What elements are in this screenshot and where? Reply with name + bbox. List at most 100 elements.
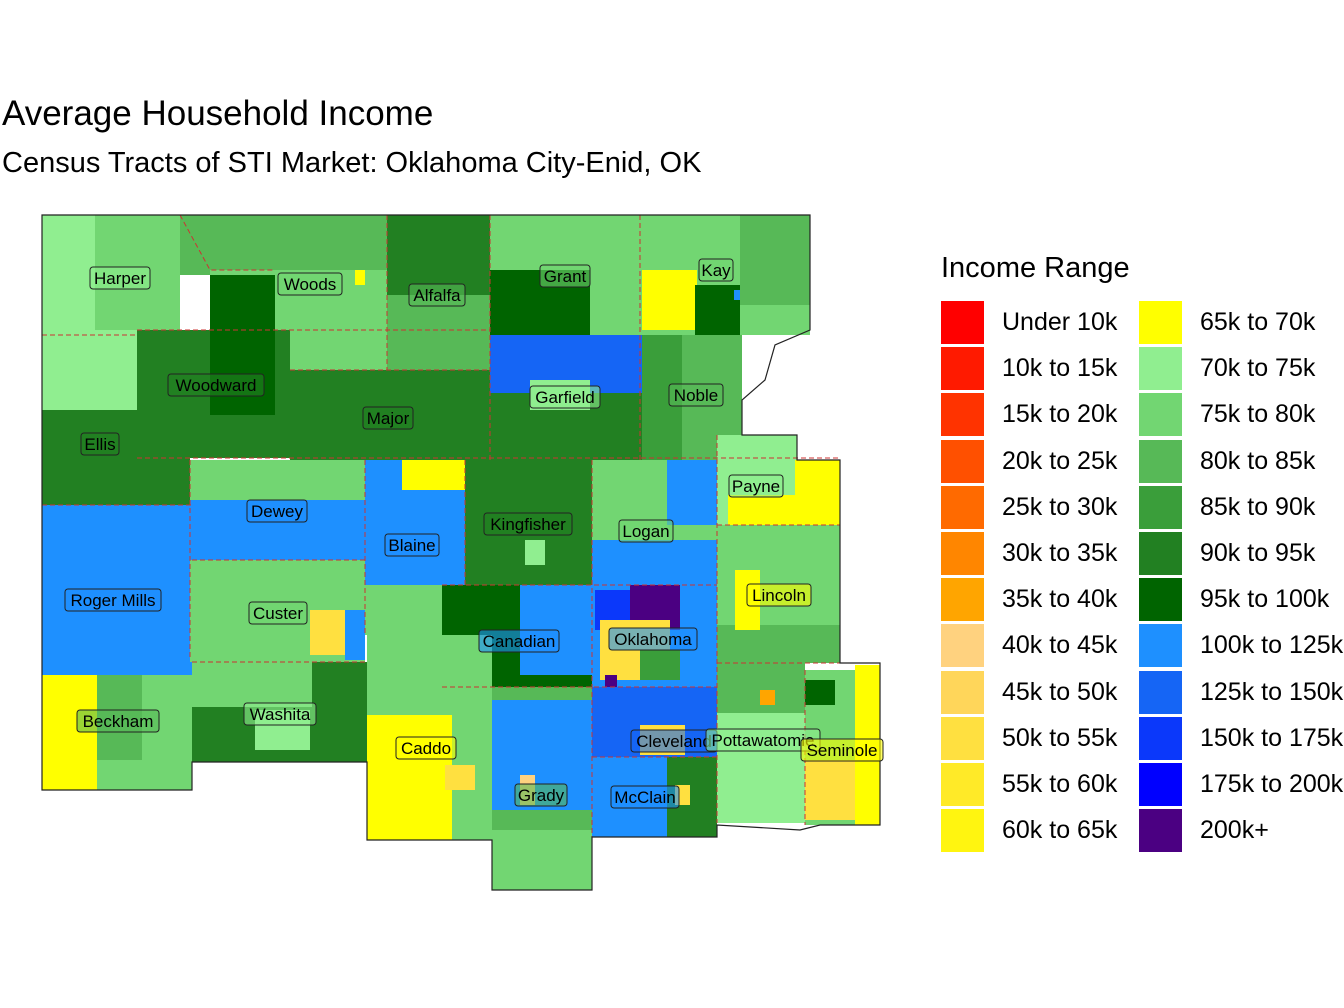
county-label: Harper (89, 266, 151, 290)
legend-swatch (941, 393, 984, 437)
svg-text:Beckham: Beckham (83, 712, 154, 731)
legend-label: 125k to 150k (1200, 677, 1344, 706)
legend-label: 80k to 85k (1200, 446, 1316, 475)
county-label: Payne (728, 474, 784, 498)
legend-label: 30k to 35k (1002, 539, 1118, 567)
legend-swatch (1139, 809, 1182, 853)
county-label: Alfalfa (408, 283, 466, 307)
county-label: Custer (248, 601, 308, 625)
svg-text:Washita: Washita (250, 705, 311, 724)
legend-swatch (1139, 301, 1182, 344)
legend-item: 90k to 95k (1139, 532, 1344, 576)
legend-item: 50k to 55k (941, 716, 1171, 761)
county-label: Cleveland (630, 729, 718, 753)
county-label: Lincoln (746, 583, 812, 607)
legend-item: 35k to 40k (941, 578, 1171, 622)
legend-swatch (941, 532, 984, 575)
legend-item: 125k to 150k (1139, 670, 1344, 715)
county-label: Logan (618, 519, 674, 543)
svg-text:Woodward: Woodward (176, 376, 257, 395)
legend-item: 45k to 50k (941, 670, 1171, 715)
svg-text:Kay: Kay (701, 261, 731, 280)
svg-text:Lincoln: Lincoln (752, 586, 806, 605)
county-label: Grant (539, 264, 591, 288)
legend-item: 40k to 45k (941, 624, 1171, 668)
legend-label: 175k to 200k (1200, 770, 1344, 798)
county-kay (640, 215, 810, 335)
legend-label: 35k to 40k (1002, 585, 1118, 614)
legend-title: Income Range (941, 252, 1130, 284)
svg-text:Caddo: Caddo (401, 739, 451, 758)
legend-item: 70k to 75k (1139, 347, 1344, 391)
county-label: Woodward (167, 373, 265, 397)
county-label: Canadian (478, 629, 560, 653)
county-label: Roger Mills (64, 588, 162, 612)
map-subtitle: Census Tracts of STI Market: Oklahoma Ci… (2, 147, 702, 179)
county-label: Beckham (76, 709, 160, 733)
market-outline (41, 214, 881, 891)
county-label: Blaine (384, 533, 440, 557)
county-label: Oklahoma (608, 627, 698, 651)
legend-swatch (1139, 439, 1182, 483)
legend-label: 85k to 90k (1200, 492, 1316, 521)
legend-swatch (941, 347, 984, 391)
svg-text:Oklahoma: Oklahoma (614, 630, 692, 649)
legend-swatch (941, 716, 984, 760)
legend-item: 95k to 100k (1139, 578, 1344, 622)
svg-text:Roger Mills: Roger Mills (70, 591, 155, 610)
svg-text:Harper: Harper (94, 269, 146, 288)
map-title: Average Household Income (2, 94, 434, 133)
county-label: Noble (668, 383, 724, 407)
legend-swatch (1139, 393, 1182, 437)
legend-item: Under 10k (941, 301, 1171, 345)
county-boundaries (42, 214, 840, 837)
legend-item: 75k to 80k (1139, 393, 1344, 437)
legend-item: 200k+ (1139, 809, 1344, 853)
legend-label: 75k to 80k (1200, 400, 1316, 429)
svg-text:Payne: Payne (732, 477, 780, 496)
legend-label: 65k to 70k (1200, 308, 1316, 336)
legend-label: 70k to 75k (1200, 354, 1316, 383)
legend-swatch (941, 624, 984, 668)
svg-text:Alfalfa: Alfalfa (413, 286, 461, 305)
county-alfalfa (387, 215, 490, 370)
legend-item: 20k to 25k (941, 439, 1171, 484)
legend-label: 50k to 55k (1002, 723, 1118, 752)
legend-item: 15k to 20k (941, 393, 1171, 437)
svg-text:Grady: Grady (518, 786, 565, 805)
legend-label: 95k to 100k (1200, 585, 1330, 614)
legend-swatch (941, 439, 984, 483)
legend-label: 15k to 20k (1002, 400, 1118, 429)
svg-text:Kingfisher: Kingfisher (490, 515, 566, 534)
county-ellis (42, 335, 190, 510)
legend-label: 150k to 175k (1200, 723, 1344, 752)
legend-swatch (1139, 578, 1182, 622)
legend-item: 25k to 30k (941, 485, 1171, 530)
svg-text:Blaine: Blaine (388, 536, 435, 555)
legend-label: 60k to 65k (1002, 816, 1118, 845)
county-labels: Harper Woods Alfalfa Grant Kay Woodward … (64, 258, 884, 809)
legend-item: 65k to 70k (1139, 301, 1344, 345)
county-grady (492, 687, 592, 890)
county-blaine (365, 460, 465, 635)
legend-item: 55k to 60k (941, 763, 1171, 807)
legend-item: 80k to 85k (1139, 439, 1344, 484)
svg-text:Logan: Logan (622, 522, 669, 541)
county-label: Caddo (395, 736, 457, 760)
legend-swatch (1139, 670, 1182, 714)
svg-text:Pottawatomie: Pottawatomie (712, 731, 815, 750)
legend-swatch (941, 670, 984, 714)
svg-text:Seminole: Seminole (807, 741, 878, 760)
county-label: Pottawatomie (705, 728, 821, 752)
legend-swatch (1139, 485, 1182, 529)
county-label: Seminole (800, 738, 884, 762)
legend-label: 20k to 25k (1002, 446, 1118, 475)
legend-swatch (1139, 763, 1182, 806)
legend-label: 100k to 125k (1200, 631, 1344, 660)
legend-label: 45k to 50k (1002, 677, 1118, 706)
legend-label: 55k to 60k (1002, 770, 1118, 798)
legend-item: 30k to 35k (941, 532, 1171, 576)
county-label: Kingfisher (483, 512, 573, 536)
legend-swatch (1139, 716, 1182, 760)
legend-swatch (1139, 532, 1182, 575)
